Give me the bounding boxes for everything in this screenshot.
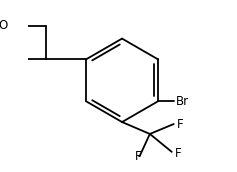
Text: Br: Br (176, 95, 189, 108)
Text: O: O (0, 19, 8, 32)
Text: F: F (177, 117, 183, 131)
Text: F: F (175, 147, 181, 160)
Text: F: F (135, 150, 141, 163)
